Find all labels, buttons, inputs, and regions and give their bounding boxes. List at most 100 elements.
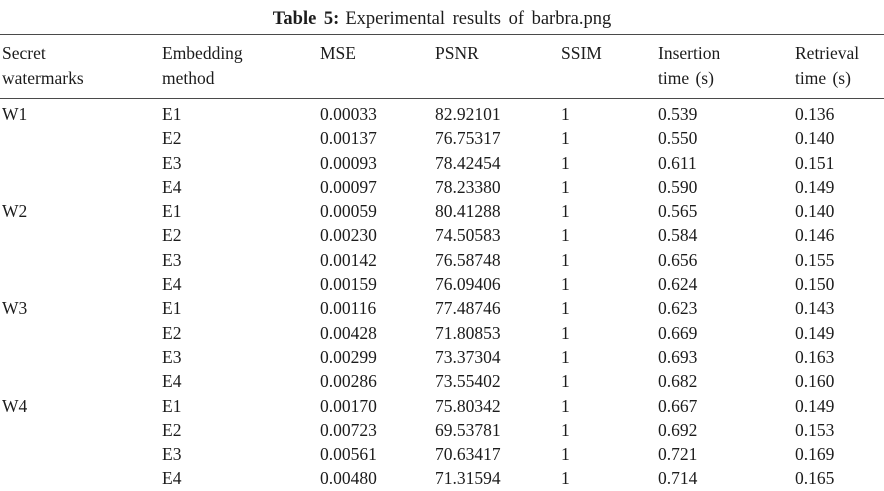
cell-insertion: 0.714 bbox=[658, 468, 698, 489]
cell-watermark bbox=[0, 175, 162, 199]
header-line: Insertion bbox=[658, 43, 721, 63]
cell-mse: 0.00428 bbox=[320, 322, 377, 343]
cell-method: E2 bbox=[162, 225, 182, 246]
cell-psnr: 76.09406 bbox=[435, 274, 501, 295]
cell-mse: 0.00299 bbox=[320, 346, 377, 367]
cell-method: E2 bbox=[162, 322, 182, 343]
cell-psnr: 70.63417 bbox=[435, 444, 501, 465]
col-header-mse: MSE bbox=[320, 34, 435, 99]
cell-method: E4 bbox=[162, 274, 182, 295]
cell-method: E3 bbox=[162, 346, 182, 367]
cell-psnr: 76.75317 bbox=[435, 128, 501, 149]
cell-watermark: W3 bbox=[2, 298, 28, 319]
cell-psnr: 71.31594 bbox=[435, 468, 501, 489]
cell-retrieval: 0.140 bbox=[795, 201, 835, 222]
cell-method: E1 bbox=[162, 395, 182, 416]
cell-retrieval: 0.149 bbox=[795, 322, 835, 343]
cell-retrieval: 0.155 bbox=[795, 249, 835, 270]
cell-psnr: 75.80342 bbox=[435, 395, 501, 416]
cell-mse: 0.00286 bbox=[320, 371, 377, 392]
cell-retrieval: 0.165 bbox=[795, 468, 835, 489]
cell-ssim: 1 bbox=[561, 104, 570, 124]
cell-ssim: 1 bbox=[561, 176, 570, 197]
header-line: method bbox=[162, 68, 215, 88]
cell-method: E3 bbox=[162, 444, 182, 465]
header-line: Secret bbox=[2, 43, 46, 63]
cell-psnr: 77.48746 bbox=[435, 298, 501, 319]
cell-ssim: 1 bbox=[561, 274, 570, 295]
cell-watermark bbox=[0, 151, 162, 175]
table-body: W1 E1 0.00033 82.92101 1 0.539 0.136 E2 0.00137 7… bbox=[0, 99, 884, 491]
header-line: Embedding bbox=[162, 43, 243, 63]
cell-watermark bbox=[0, 126, 162, 150]
table-row: E2 0.00137 76.75317 1 0.550 0.140 bbox=[0, 126, 884, 150]
cell-method: E1 bbox=[162, 104, 182, 124]
cell-ssim: 1 bbox=[561, 128, 570, 149]
header-line: time (s) bbox=[658, 68, 714, 88]
cell-psnr: 80.41288 bbox=[435, 201, 501, 222]
cell-ssim: 1 bbox=[561, 322, 570, 343]
cell-method: E4 bbox=[162, 468, 182, 489]
cell-mse: 0.00033 bbox=[320, 104, 377, 124]
cell-retrieval: 0.160 bbox=[795, 371, 835, 392]
col-header-psnr: PSNR bbox=[435, 34, 561, 99]
cell-insertion: 0.721 bbox=[658, 444, 698, 465]
cell-retrieval: 0.169 bbox=[795, 444, 835, 465]
cell-psnr: 73.37304 bbox=[435, 346, 501, 367]
cell-retrieval: 0.151 bbox=[795, 152, 835, 173]
cell-watermark: W2 bbox=[2, 201, 28, 222]
table-row: E4 0.00286 73.55402 1 0.682 0.160 bbox=[0, 369, 884, 393]
cell-psnr: 74.50583 bbox=[435, 225, 501, 246]
cell-method: E2 bbox=[162, 128, 182, 149]
header-line: watermarks bbox=[2, 68, 84, 88]
cell-retrieval: 0.149 bbox=[795, 395, 835, 416]
table-row: W3 E1 0.00116 77.48746 1 0.623 0.143 bbox=[0, 296, 884, 320]
cell-mse: 0.00059 bbox=[320, 201, 377, 222]
cell-ssim: 1 bbox=[561, 419, 570, 440]
table-row: E4 0.00097 78.23380 1 0.590 0.149 bbox=[0, 175, 884, 199]
table-row: E3 0.00093 78.42454 1 0.611 0.151 bbox=[0, 151, 884, 175]
cell-insertion: 0.669 bbox=[658, 322, 698, 343]
table-row: W1 E1 0.00033 82.92101 1 0.539 0.136 bbox=[0, 99, 884, 127]
cell-watermark bbox=[0, 321, 162, 345]
col-header-embedding-method: Embedding method bbox=[162, 34, 320, 99]
header-line: MSE bbox=[320, 43, 356, 63]
cell-psnr: 73.55402 bbox=[435, 371, 501, 392]
cell-ssim: 1 bbox=[561, 371, 570, 392]
cell-mse: 0.00230 bbox=[320, 225, 377, 246]
cell-psnr: 76.58748 bbox=[435, 249, 501, 270]
cell-watermark bbox=[0, 369, 162, 393]
cell-mse: 0.00170 bbox=[320, 395, 377, 416]
cell-insertion: 0.611 bbox=[658, 152, 697, 173]
table-row: E4 0.00480 71.31594 1 0.714 0.165 bbox=[0, 466, 884, 491]
cell-method: E3 bbox=[162, 249, 182, 270]
cell-insertion: 0.584 bbox=[658, 225, 698, 246]
cell-method: E3 bbox=[162, 152, 182, 173]
cell-retrieval: 0.136 bbox=[795, 104, 835, 124]
cell-ssim: 1 bbox=[561, 444, 570, 465]
table-caption-label: Table 5: bbox=[272, 9, 340, 29]
cell-method: E1 bbox=[162, 298, 182, 319]
cell-retrieval: 0.146 bbox=[795, 225, 835, 246]
cell-ssim: 1 bbox=[561, 152, 570, 173]
table-header: Secret watermarks Embedding method MSE P… bbox=[0, 34, 884, 99]
cell-watermark: W1 bbox=[2, 104, 28, 124]
table-row: E4 0.00159 76.09406 1 0.624 0.150 bbox=[0, 272, 884, 296]
cell-watermark bbox=[0, 418, 162, 442]
col-header-ssim: SSIM bbox=[561, 34, 658, 99]
cell-ssim: 1 bbox=[561, 249, 570, 270]
cell-retrieval: 0.143 bbox=[795, 298, 835, 319]
col-header-retrieval-time: Retrieval time (s) bbox=[795, 34, 884, 99]
cell-mse: 0.00116 bbox=[320, 298, 377, 319]
cell-mse: 0.00159 bbox=[320, 274, 377, 295]
cell-watermark: W4 bbox=[2, 395, 28, 416]
cell-ssim: 1 bbox=[561, 468, 570, 489]
cell-insertion: 0.565 bbox=[658, 201, 698, 222]
table-row: E3 0.00561 70.63417 1 0.721 0.169 bbox=[0, 442, 884, 466]
cell-ssim: 1 bbox=[561, 201, 570, 222]
cell-watermark bbox=[0, 248, 162, 272]
header-line: Retrieval bbox=[795, 43, 860, 63]
cell-method: E4 bbox=[162, 176, 182, 197]
cell-ssim: 1 bbox=[561, 346, 570, 367]
